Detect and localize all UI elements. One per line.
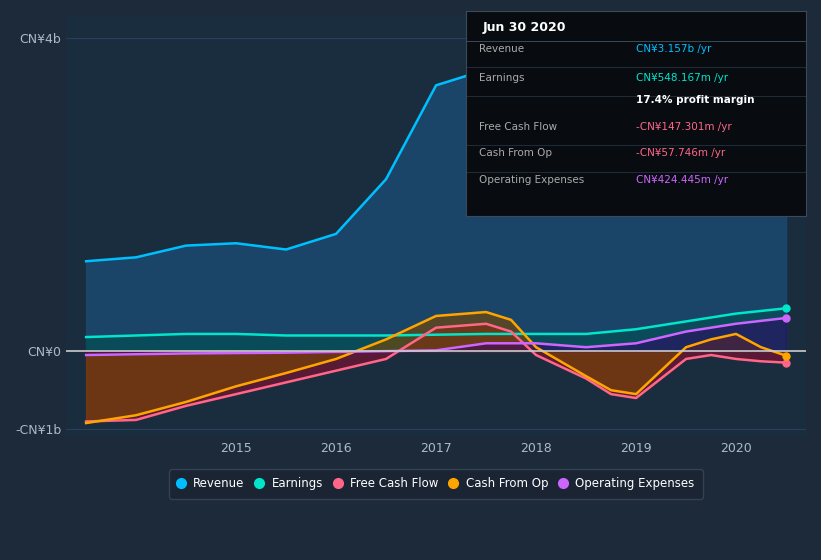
- Text: Free Cash Flow: Free Cash Flow: [479, 122, 557, 132]
- Text: Revenue: Revenue: [479, 44, 525, 54]
- Legend: Revenue, Earnings, Free Cash Flow, Cash From Op, Operating Expenses: Revenue, Earnings, Free Cash Flow, Cash …: [169, 469, 703, 499]
- Text: CN¥548.167m /yr: CN¥548.167m /yr: [635, 73, 728, 82]
- Text: -CN¥147.301m /yr: -CN¥147.301m /yr: [635, 122, 732, 132]
- Text: Operating Expenses: Operating Expenses: [479, 175, 585, 185]
- Text: Earnings: Earnings: [479, 73, 525, 82]
- Text: Cash From Op: Cash From Op: [479, 148, 553, 158]
- Text: 17.4% profit margin: 17.4% profit margin: [635, 95, 754, 105]
- Text: -CN¥57.746m /yr: -CN¥57.746m /yr: [635, 148, 725, 158]
- Text: CN¥3.157b /yr: CN¥3.157b /yr: [635, 44, 711, 54]
- Text: Jun 30 2020: Jun 30 2020: [483, 21, 566, 34]
- Text: CN¥424.445m /yr: CN¥424.445m /yr: [635, 175, 728, 185]
